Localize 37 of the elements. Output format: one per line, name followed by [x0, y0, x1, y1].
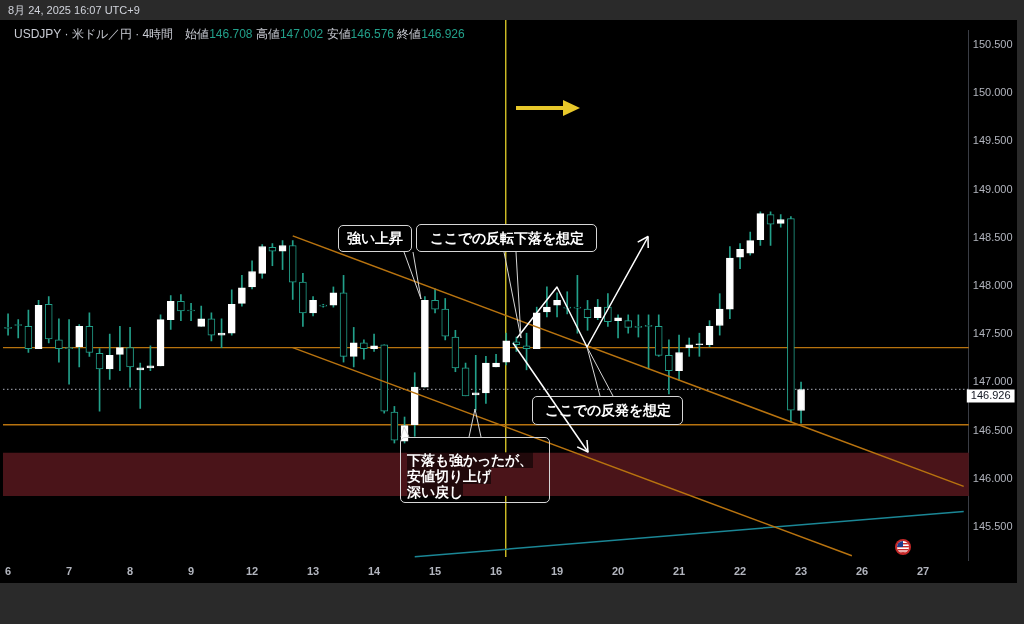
chart-subtitle: 始値146.708 高値147.002 安値146.576 終値146.926	[185, 27, 465, 41]
chart-title: USDJPY · 米ドル／円 · 4時間	[14, 27, 174, 41]
y-tick-label: 149.000	[972, 182, 1013, 195]
x-tick-label: 23	[794, 565, 808, 578]
x-tick-label: 8	[127, 565, 134, 578]
annotation: 下落も強かったが、	[407, 452, 533, 468]
x-tick-label: 16	[489, 565, 503, 578]
x-tick-label: 27	[916, 565, 930, 578]
x-tick-label: 14	[367, 565, 382, 578]
annotation: 深い戻し	[407, 484, 463, 500]
x-tick-label: 19	[550, 565, 564, 578]
y-tick-label: 150.500	[972, 38, 1013, 51]
y-tick-label: 149.500	[972, 134, 1013, 147]
ref-line-label: 146.926	[970, 389, 1011, 402]
y-tick-label: 145.500	[972, 519, 1013, 532]
x-tick-label: 12	[245, 565, 259, 578]
x-tick-label: 15	[428, 565, 442, 578]
x-tick-label: 20	[611, 565, 625, 578]
y-tick-label: 147.000	[972, 375, 1013, 388]
y-tick-label: 148.000	[972, 278, 1013, 291]
annotation: 安値切り上げ	[407, 468, 491, 484]
y-tick-label: 146.000	[972, 471, 1013, 484]
y-tick-label: 147.500	[972, 327, 1013, 340]
text: 8月 24, 2025 16:07 UTC+9	[8, 3, 140, 18]
x-tick-label: 9	[188, 565, 195, 578]
x-tick-label: 22	[733, 565, 747, 578]
y-tick-label: 148.500	[972, 230, 1013, 243]
x-tick-label: 26	[855, 565, 869, 578]
x-tick-label: 13	[306, 565, 320, 578]
x-tick-label: 7	[66, 565, 73, 578]
x-tick-label: 21	[672, 565, 686, 578]
annotation: 強い上昇	[338, 225, 412, 252]
y-tick-label: 150.000	[972, 86, 1013, 99]
y-tick-label: 146.500	[972, 423, 1013, 436]
x-tick-label: 6	[5, 565, 12, 578]
annotation: ここでの反転下落を想定	[416, 224, 597, 252]
annotation: ここでの反発を想定	[532, 396, 683, 425]
